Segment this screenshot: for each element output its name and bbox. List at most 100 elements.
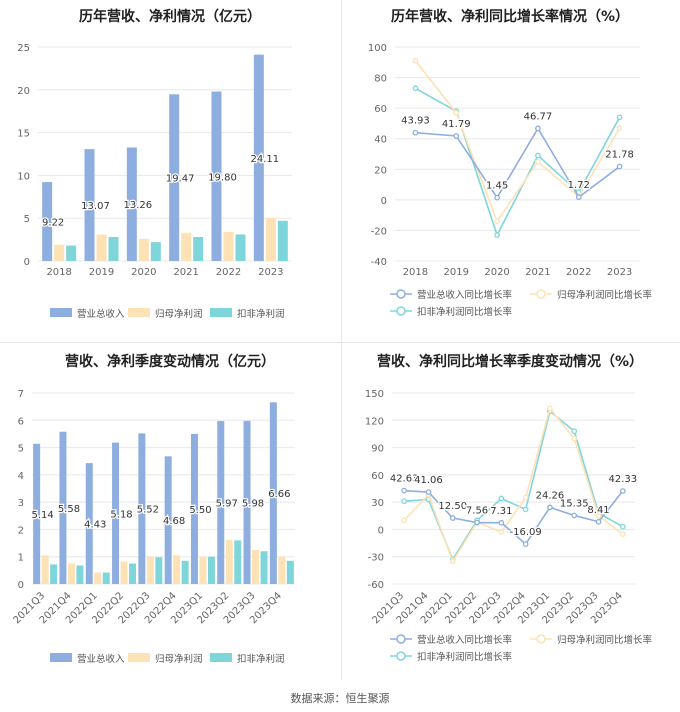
bar bbox=[265, 218, 276, 261]
bar bbox=[50, 564, 58, 584]
y-tick-label: 100 bbox=[368, 43, 387, 54]
data-label: 19.47 bbox=[166, 174, 195, 185]
data-source-note: 数据来源：恒生聚源 bbox=[290, 692, 390, 705]
bar bbox=[234, 540, 242, 584]
legend-marker bbox=[536, 634, 546, 644]
bar bbox=[108, 237, 119, 261]
data-point bbox=[619, 488, 626, 494]
bar bbox=[146, 556, 154, 584]
y-tick-label: -60 bbox=[368, 580, 384, 591]
bar bbox=[277, 220, 288, 261]
y-tick-label: 5 bbox=[24, 214, 30, 225]
chart-title: 历年营收、净利情况（亿元） bbox=[79, 9, 261, 25]
y-tick-label: 0 bbox=[381, 196, 387, 207]
legend-swatch bbox=[210, 653, 232, 662]
bar bbox=[129, 563, 137, 584]
data-label: 5.52 bbox=[137, 505, 159, 516]
chart-panel-quarterly-values: 营收、净利季度变动情况（亿元） 0 1 2 3 4 5 6 7 2021Q3 2021Q4 2022… bbox=[0, 345, 340, 685]
data-label: 9.22 bbox=[42, 218, 64, 229]
y-tick-label: 6 bbox=[18, 416, 24, 427]
data-label: 1.45 bbox=[486, 181, 508, 192]
bar bbox=[85, 463, 93, 584]
bar bbox=[66, 245, 77, 261]
x-tick-label: 2019 bbox=[444, 267, 469, 278]
legend-swatch bbox=[50, 308, 72, 317]
data-point bbox=[412, 57, 419, 64]
data-label: 5.18 bbox=[110, 509, 132, 520]
legend-marker bbox=[536, 289, 546, 299]
bar bbox=[173, 555, 181, 584]
x-tick-label: 2020 bbox=[131, 267, 156, 278]
y-tick-label: 2 bbox=[18, 525, 24, 536]
data-point bbox=[595, 512, 602, 519]
data-point bbox=[494, 194, 500, 201]
data-label: 21.78 bbox=[605, 150, 634, 161]
chart-title: 营收、净利季度变动情况（亿元） bbox=[65, 354, 275, 370]
data-point bbox=[449, 558, 456, 565]
data-label: 5.14 bbox=[32, 510, 54, 521]
y-tick-label: 15 bbox=[17, 129, 30, 140]
data-point bbox=[616, 125, 623, 131]
bar bbox=[138, 238, 149, 261]
legend-label: 扣非净利润 bbox=[237, 653, 285, 665]
x-tick-label: 2021 bbox=[525, 267, 550, 278]
data-point bbox=[619, 531, 626, 537]
panel-divider-horizontal bbox=[0, 342, 680, 343]
bar bbox=[217, 421, 225, 584]
y-tick-label: 60 bbox=[374, 104, 387, 115]
series-line bbox=[415, 126, 621, 200]
data-label: 41.06 bbox=[414, 475, 443, 486]
bar bbox=[41, 555, 49, 584]
series-line bbox=[414, 60, 621, 223]
data-point bbox=[571, 435, 578, 442]
x-tick-label: 2020 bbox=[484, 267, 509, 278]
data-label: 24.26 bbox=[536, 490, 565, 501]
x-tick-label: 2023 bbox=[258, 267, 283, 278]
y-tick-label: 0 bbox=[378, 525, 384, 536]
data-label: -16.09 bbox=[510, 527, 542, 538]
data-point bbox=[535, 158, 541, 165]
bar bbox=[84, 149, 95, 261]
legend-label: 营业总收入同比增长率 bbox=[417, 634, 513, 646]
y-tick-label: 150 bbox=[365, 389, 384, 400]
chart-panel-annual-growth: 历年营收、净利同比增长率情况（%） -40 -20 0 20 40 60 80 100 2018… bbox=[340, 0, 680, 340]
bar bbox=[181, 232, 192, 261]
y-tick-label: 10 bbox=[17, 171, 30, 182]
bar bbox=[235, 234, 246, 261]
bar bbox=[223, 231, 234, 261]
bar bbox=[76, 565, 84, 584]
bar bbox=[54, 244, 65, 261]
data-point bbox=[522, 506, 529, 513]
data-point bbox=[412, 85, 419, 92]
bar bbox=[94, 572, 102, 584]
legend-swatch bbox=[128, 308, 150, 317]
legend-swatch bbox=[210, 308, 232, 317]
legend-label: 营业总收入 bbox=[77, 308, 125, 320]
data-point bbox=[494, 218, 500, 225]
data-label: 7.56 bbox=[466, 506, 488, 517]
data-label: 13.26 bbox=[124, 200, 153, 211]
y-tick-label: 20 bbox=[17, 86, 30, 97]
bar bbox=[112, 442, 120, 584]
y-tick-label: 1 bbox=[18, 553, 24, 564]
data-label: 13.07 bbox=[81, 201, 110, 212]
data-point bbox=[453, 133, 460, 139]
series-line bbox=[415, 87, 621, 238]
y-tick-label: 5 bbox=[18, 444, 24, 455]
data-label: 1.72 bbox=[568, 180, 590, 191]
data-point bbox=[571, 428, 578, 435]
bar bbox=[286, 560, 294, 584]
bar bbox=[199, 556, 207, 584]
bar bbox=[193, 237, 204, 261]
x-tick-label: 2023 bbox=[607, 267, 632, 278]
data-label: 46.77 bbox=[524, 111, 553, 122]
panel-divider-vertical bbox=[341, 0, 342, 680]
bar bbox=[96, 234, 107, 261]
x-tick-label: 2021 bbox=[173, 267, 198, 278]
legend-marker bbox=[396, 289, 406, 299]
y-tick-label: -40 bbox=[371, 257, 387, 268]
legend-label: 归母净利润同比增长率 bbox=[557, 634, 653, 646]
annual-growth-line-chart: -40 -20 0 20 40 60 80 100 2018 2019 2020 2021 2022 20… bbox=[368, 43, 653, 318]
bar bbox=[59, 431, 67, 584]
data-point bbox=[453, 109, 460, 116]
